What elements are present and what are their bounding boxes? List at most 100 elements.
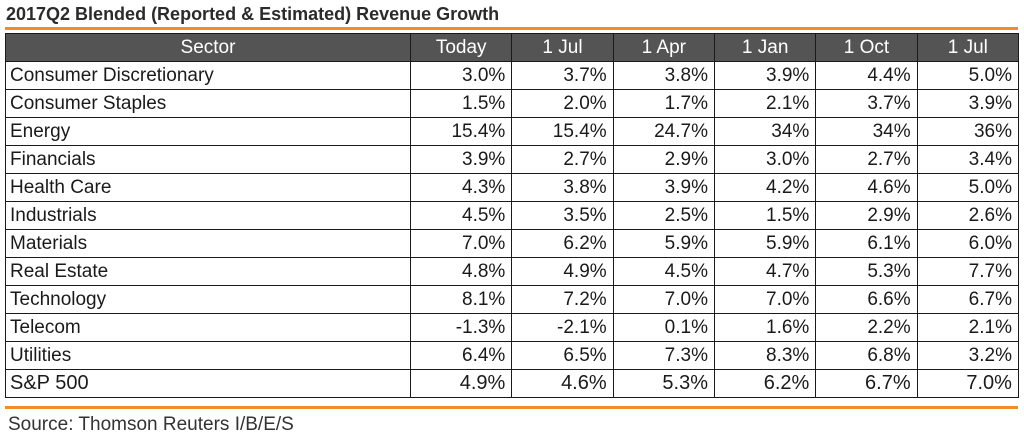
column-header-1-oct: 1 Oct (815, 33, 918, 62)
value-cell: 2.0% (511, 89, 614, 118)
value-cell: 4.5% (612, 257, 715, 286)
sector-cell: Health Care (5, 173, 411, 202)
table-row: Consumer Discretionary 3.0% 3.7% 3.8% 3.9% 4.… (5, 61, 1019, 90)
value-cell: 2.7% (815, 145, 918, 174)
value-cell: 2.1% (713, 89, 817, 118)
column-header-1-jul: 1 Jul (511, 33, 614, 62)
table-title: 2017Q2 Blended (Reported & Estimated) Re… (6, 4, 500, 24)
value-cell: 2.6% (916, 201, 1019, 230)
value-cell: 2.2% (815, 313, 918, 342)
top-accent-rule (5, 27, 1018, 30)
value-cell: 5.0% (916, 61, 1019, 90)
value-cell: 2.5% (612, 201, 715, 230)
value-cell: 6.2% (511, 229, 614, 258)
sector-cell: Industrials (5, 201, 411, 230)
value-cell: 3.2% (916, 341, 1019, 370)
value-cell: 5.3% (815, 257, 918, 286)
value-cell: 7.3% (612, 341, 715, 370)
sector-cell: Real Estate (5, 257, 411, 286)
table-row: Real Estate 4.8% 4.9% 4.5% 4.7% 5.3% 7.7% (5, 257, 1019, 286)
sector-cell: S&P 500 (5, 369, 411, 398)
value-cell: 6.0% (916, 229, 1019, 258)
value-cell: 3.8% (612, 61, 715, 90)
value-cell: 5.0% (916, 173, 1019, 202)
sector-cell: Financials (5, 145, 411, 174)
value-cell: 1.6% (713, 313, 817, 342)
value-cell: 3.9% (409, 145, 513, 174)
value-cell: 0.1% (612, 313, 715, 342)
value-cell: 5.9% (713, 229, 817, 258)
value-cell: 3.4% (916, 145, 1019, 174)
sector-cell: Utilities (5, 341, 411, 370)
value-cell: 15.4% (409, 117, 513, 146)
table-row: Utilities 6.4% 6.5% 7.3% 8.3% 6.8% 3.2% (5, 341, 1019, 370)
sector-cell: Telecom (5, 313, 411, 342)
value-cell: 8.1% (409, 285, 513, 314)
sector-cell: Consumer Discretionary (5, 61, 411, 90)
value-cell: 7.0% (612, 285, 715, 314)
value-cell: 2.9% (612, 145, 715, 174)
value-cell: 1.5% (409, 89, 513, 118)
value-cell: 7.2% (511, 285, 614, 314)
value-cell: 4.8% (409, 257, 513, 286)
value-cell: 3.9% (916, 89, 1019, 118)
value-cell: 6.2% (713, 369, 817, 398)
value-cell: 4.9% (511, 257, 614, 286)
value-cell: 34% (815, 117, 918, 146)
value-cell: 4.5% (409, 201, 513, 230)
column-header-today: Today (409, 33, 513, 62)
value-cell: 4.6% (511, 369, 614, 398)
value-cell: 24.7% (612, 117, 715, 146)
column-header-1-apr: 1 Apr (612, 33, 715, 62)
source-note: Source: Thomson Reuters I/B/E/S (8, 414, 294, 435)
value-cell: 15.4% (511, 117, 614, 146)
value-cell: 4.6% (815, 173, 918, 202)
value-cell: 4.9% (409, 369, 513, 398)
value-cell: 2.1% (916, 313, 1019, 342)
sector-cell: Consumer Staples (5, 89, 411, 118)
value-cell: 6.6% (815, 285, 918, 314)
value-cell: 5.9% (612, 229, 715, 258)
column-header-1-jan: 1 Jan (713, 33, 817, 62)
header-row: Sector Today 1 Jul 1 Apr 1 Jan 1 Oct 1 J… (5, 33, 1019, 62)
value-cell: 6.8% (815, 341, 918, 370)
value-cell: 36% (916, 117, 1019, 146)
value-cell: -1.3% (409, 313, 513, 342)
value-cell: 1.7% (612, 89, 715, 118)
sector-cell: Technology (5, 285, 411, 314)
value-cell: 3.8% (511, 173, 614, 202)
value-cell: 34% (713, 117, 817, 146)
table-row: Health Care 4.3% 3.8% 3.9% 4.2% 4.6% 5.0% (5, 173, 1019, 202)
value-cell: 6.5% (511, 341, 614, 370)
value-cell: -2.1% (511, 313, 614, 342)
value-cell: 5.3% (612, 369, 715, 398)
value-cell: 3.7% (511, 61, 614, 90)
value-cell: 6.7% (815, 369, 918, 398)
column-header-sector: Sector (5, 33, 411, 62)
value-cell: 7.0% (916, 369, 1019, 398)
value-cell: 3.9% (713, 61, 817, 90)
value-cell: 3.5% (511, 201, 614, 230)
sector-cell: Energy (5, 117, 411, 146)
bottom-accent-rule (5, 406, 1018, 409)
value-cell: 2.9% (815, 201, 918, 230)
value-cell: 4.3% (409, 173, 513, 202)
value-cell: 4.2% (713, 173, 817, 202)
value-cell: 7.0% (713, 285, 817, 314)
table-row: Technology 8.1% 7.2% 7.0% 7.0% 6.6% 6.7% (5, 285, 1019, 314)
sector-cell: Materials (5, 229, 411, 258)
value-cell: 6.4% (409, 341, 513, 370)
revenue-growth-table: Sector Today 1 Jul 1 Apr 1 Jan 1 Oct 1 J… (5, 33, 1019, 398)
column-header-1-jul-prior: 1 Jul (916, 33, 1019, 62)
value-cell: 6.1% (815, 229, 918, 258)
table-row: Telecom -1.3% -2.1% 0.1% 1.6% 2.2% 2.1% (5, 313, 1019, 342)
value-cell: 4.4% (815, 61, 918, 90)
table-row: Consumer Staples 1.5% 2.0% 1.7% 2.1% 3.7% 3.9% (5, 89, 1019, 118)
value-cell: 8.3% (713, 341, 817, 370)
value-cell: 3.0% (409, 61, 513, 90)
value-cell: 7.7% (916, 257, 1019, 286)
table-row: Industrials 4.5% 3.5% 2.5% 1.5% 2.9% 2.6% (5, 201, 1019, 230)
table-row: Energy 15.4% 15.4% 24.7% 34% 34% 36% (5, 117, 1019, 146)
value-cell: 6.7% (916, 285, 1019, 314)
total-row: S&P 500 4.9% 4.6% 5.3% 6.2% 6.7% 7.0% (5, 369, 1019, 398)
